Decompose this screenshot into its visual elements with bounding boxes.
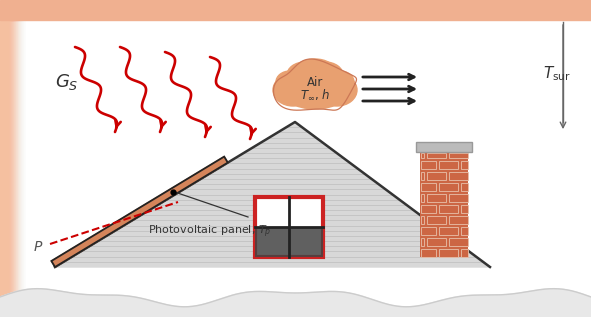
Ellipse shape bbox=[287, 62, 323, 88]
Ellipse shape bbox=[295, 59, 335, 83]
Bar bbox=[421, 160, 436, 169]
Bar bbox=[420, 152, 468, 257]
Ellipse shape bbox=[279, 65, 351, 109]
Bar bbox=[0, 20, 8, 317]
Bar bbox=[449, 216, 467, 223]
Text: Air: Air bbox=[307, 75, 323, 88]
Bar bbox=[416, 142, 472, 152]
Bar bbox=[255, 227, 323, 257]
Bar bbox=[427, 193, 446, 202]
Bar bbox=[0, 20, 4, 317]
Text: Photovoltaic panel, $T_p$: Photovoltaic panel, $T_p$ bbox=[148, 224, 272, 240]
Bar bbox=[449, 237, 467, 245]
Ellipse shape bbox=[273, 74, 313, 106]
Bar bbox=[0, 0, 591, 20]
Bar bbox=[0, 20, 20, 317]
Bar bbox=[421, 152, 424, 158]
Bar bbox=[0, 20, 16, 317]
Bar bbox=[0, 20, 13, 317]
Bar bbox=[0, 20, 15, 317]
Bar bbox=[0, 20, 22, 317]
Bar bbox=[421, 249, 436, 256]
Bar bbox=[0, 20, 5, 317]
Ellipse shape bbox=[276, 71, 304, 93]
Bar bbox=[0, 20, 14, 317]
Bar bbox=[421, 227, 436, 235]
Bar bbox=[0, 20, 7, 317]
Bar bbox=[421, 183, 436, 191]
Bar bbox=[439, 227, 457, 235]
Bar bbox=[421, 171, 424, 179]
Text: $T_\infty$, $h$: $T_\infty$, $h$ bbox=[300, 88, 330, 102]
Bar bbox=[0, 20, 19, 317]
Bar bbox=[0, 20, 3, 317]
Bar bbox=[0, 20, 10, 317]
Bar bbox=[460, 183, 467, 191]
Bar bbox=[0, 20, 1, 317]
Bar bbox=[449, 171, 467, 179]
Bar bbox=[427, 237, 446, 245]
Bar bbox=[0, 20, 21, 317]
Ellipse shape bbox=[326, 71, 354, 93]
Bar bbox=[460, 249, 467, 256]
Bar bbox=[0, 20, 12, 317]
Bar bbox=[439, 183, 457, 191]
Ellipse shape bbox=[307, 62, 343, 88]
Text: $P$: $P$ bbox=[33, 240, 43, 254]
Bar bbox=[0, 20, 11, 317]
Bar bbox=[421, 216, 424, 223]
Bar bbox=[421, 237, 424, 245]
Bar bbox=[460, 204, 467, 212]
Bar bbox=[0, 20, 18, 317]
Bar bbox=[439, 249, 457, 256]
Bar bbox=[460, 160, 467, 169]
Bar bbox=[427, 152, 446, 158]
Bar bbox=[460, 227, 467, 235]
Bar bbox=[449, 152, 467, 158]
Bar bbox=[421, 204, 436, 212]
Bar bbox=[439, 160, 457, 169]
Bar bbox=[449, 193, 467, 202]
Bar bbox=[0, 20, 2, 317]
Bar bbox=[0, 20, 6, 317]
Bar bbox=[427, 216, 446, 223]
Bar bbox=[0, 20, 17, 317]
Ellipse shape bbox=[317, 74, 357, 106]
Bar bbox=[0, 20, 25, 317]
Bar bbox=[0, 20, 9, 317]
Polygon shape bbox=[51, 157, 228, 267]
Bar bbox=[0, 20, 23, 317]
Text: $T_\mathrm{sur}$: $T_\mathrm{sur}$ bbox=[543, 65, 571, 83]
Bar bbox=[255, 197, 323, 257]
Text: $G_S$: $G_S$ bbox=[55, 72, 79, 92]
Bar bbox=[439, 204, 457, 212]
Polygon shape bbox=[55, 122, 490, 267]
Bar bbox=[427, 171, 446, 179]
Bar bbox=[0, 20, 24, 317]
Bar bbox=[421, 193, 424, 202]
